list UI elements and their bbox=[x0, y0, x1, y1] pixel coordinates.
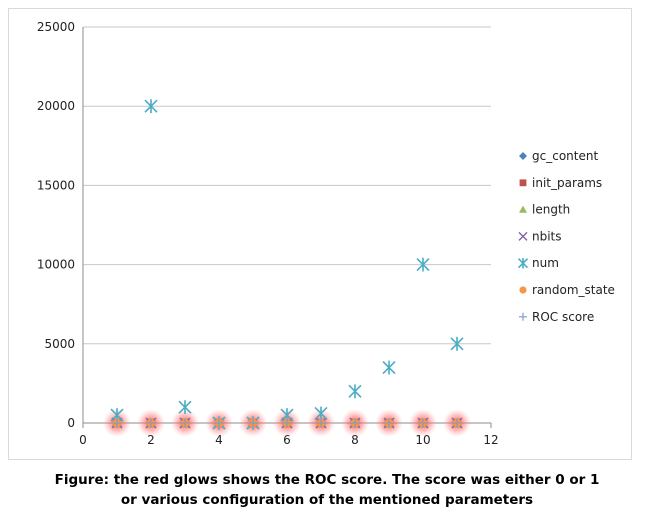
legend-label: random_state bbox=[532, 283, 615, 297]
caption-line-1: Figure: the red glows shows the ROC scor… bbox=[54, 472, 600, 488]
x-tick-label: 2 bbox=[147, 433, 155, 447]
legend-marker-init-params bbox=[519, 179, 527, 187]
x-tick-label: 12 bbox=[483, 433, 498, 447]
y-tick-label: 25000 bbox=[37, 20, 75, 34]
grid-lines bbox=[83, 26, 491, 345]
legend-label: num bbox=[532, 256, 559, 270]
legend-item-roc-score: ROC score bbox=[519, 310, 594, 324]
point-roc-score bbox=[453, 418, 461, 427]
legend-item-init-params: init_params bbox=[519, 176, 602, 190]
x-tick-label: 10 bbox=[415, 433, 430, 447]
point-roc-score bbox=[181, 418, 189, 427]
legend-label: ROC score bbox=[532, 310, 594, 324]
y-tick-label: 10000 bbox=[37, 258, 75, 272]
legend-label: length bbox=[532, 203, 570, 217]
point-num bbox=[178, 400, 192, 415]
legend-item-random-state: random_state bbox=[519, 283, 615, 297]
point-roc-score bbox=[147, 418, 155, 427]
x-tick-label: 0 bbox=[79, 433, 87, 447]
legend-item-num: num bbox=[517, 256, 559, 270]
y-tick-label: 15000 bbox=[37, 178, 75, 192]
y-tick-label: 0 bbox=[67, 416, 75, 430]
legend-item-length: length bbox=[519, 203, 570, 217]
series-roc-score bbox=[113, 418, 461, 427]
x-tick-label: 4 bbox=[215, 433, 223, 447]
point-roc-score bbox=[249, 418, 257, 427]
caption-line-2: or various configuration of the mentione… bbox=[120, 492, 534, 508]
point-num bbox=[348, 384, 362, 399]
legend-label: nbits bbox=[532, 229, 562, 243]
legend-label: gc_content bbox=[532, 149, 598, 163]
point-roc-score bbox=[419, 418, 427, 427]
y-tick-label: 20000 bbox=[37, 99, 75, 113]
legend-marker-roc-score bbox=[519, 312, 527, 321]
legend-marker-nbits bbox=[518, 231, 528, 241]
point-num bbox=[450, 336, 464, 351]
legend-label: init_params bbox=[532, 176, 602, 190]
axes: 0 5000 10000 15000 20000 25000 0 2 4 6 8 10 12 bbox=[37, 20, 499, 447]
point-roc-score bbox=[283, 418, 291, 427]
point-num bbox=[144, 99, 158, 114]
series-num bbox=[110, 99, 464, 430]
point-roc-score bbox=[113, 418, 121, 427]
point-num bbox=[314, 406, 328, 421]
legend-marker-random-state bbox=[519, 286, 527, 294]
scatter-chart: 0 5000 10000 15000 20000 25000 0 2 4 6 8 10 12 gc_co… bbox=[37, 20, 615, 447]
point-roc-score bbox=[317, 418, 325, 427]
figure-caption: Figure: the red glows shows the ROC scor… bbox=[0, 470, 654, 510]
point-roc-score bbox=[351, 418, 359, 427]
y-tick-label: 5000 bbox=[44, 337, 75, 351]
point-roc-score bbox=[385, 418, 393, 427]
legend-marker-gc-content bbox=[519, 152, 527, 160]
legend-item-gc-content: gc_content bbox=[519, 149, 598, 163]
legend-marker-num bbox=[517, 258, 529, 269]
x-tick-label: 8 bbox=[351, 433, 359, 447]
point-num bbox=[416, 257, 430, 272]
point-num bbox=[382, 360, 396, 375]
data-marks bbox=[110, 99, 464, 430]
legend-item-nbits: nbits bbox=[518, 229, 562, 243]
point-roc-score bbox=[215, 418, 223, 427]
legend-marker-length bbox=[519, 205, 527, 213]
x-tick-label: 6 bbox=[283, 433, 291, 447]
chart-frame: 0 5000 10000 15000 20000 25000 0 2 4 6 8 10 12 gc_co… bbox=[8, 8, 632, 460]
